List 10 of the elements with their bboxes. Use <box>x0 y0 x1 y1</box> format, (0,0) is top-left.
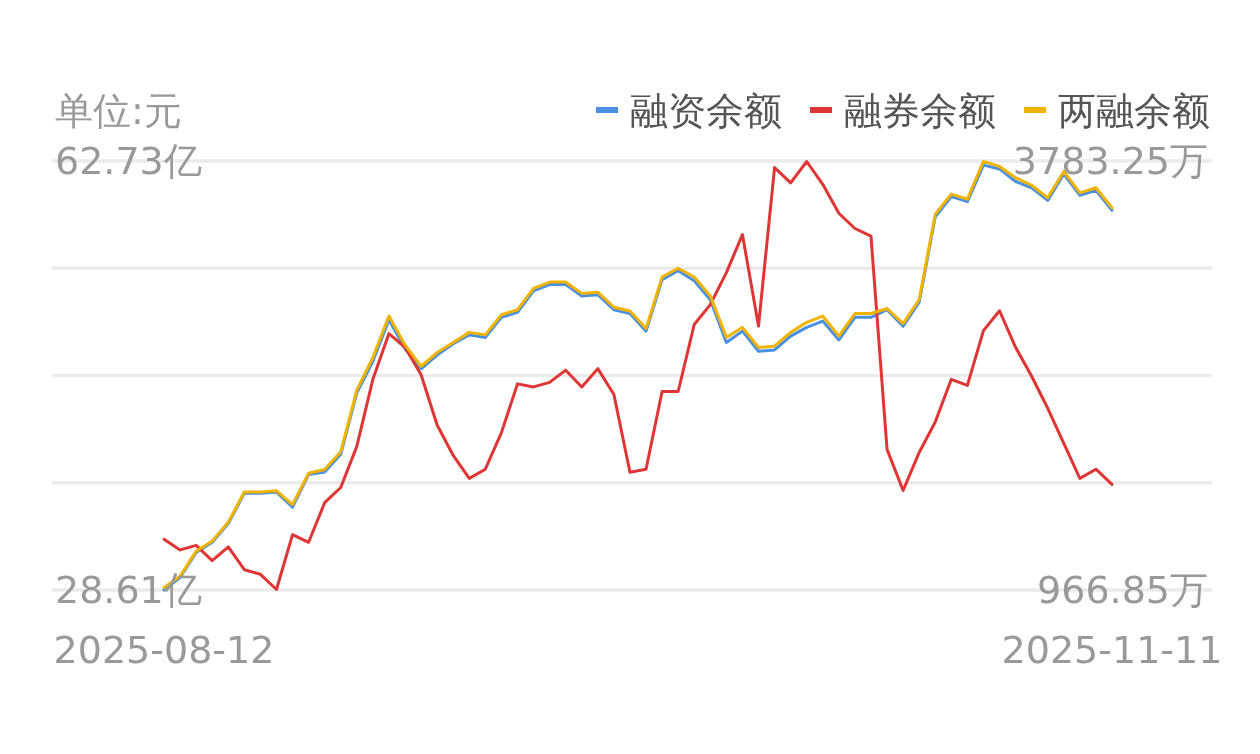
y-tick-label: 28.61亿 <box>55 568 202 612</box>
y2-tick-label: 966.85万 <box>1037 568 1208 612</box>
y-tick-label: 62.73亿 <box>55 139 202 183</box>
y2-tick-label: 3783.25万 <box>1012 139 1208 183</box>
legend-label: 融资余额 <box>630 89 782 133</box>
legend-label: 两融余额 <box>1058 89 1210 133</box>
legend-label: 融券余额 <box>844 89 996 133</box>
y-axis-title: 单位:元 <box>55 89 182 133</box>
x-tick-label: 2025-11-11 <box>1001 628 1223 672</box>
x-tick-label: 2025-08-12 <box>53 628 275 672</box>
